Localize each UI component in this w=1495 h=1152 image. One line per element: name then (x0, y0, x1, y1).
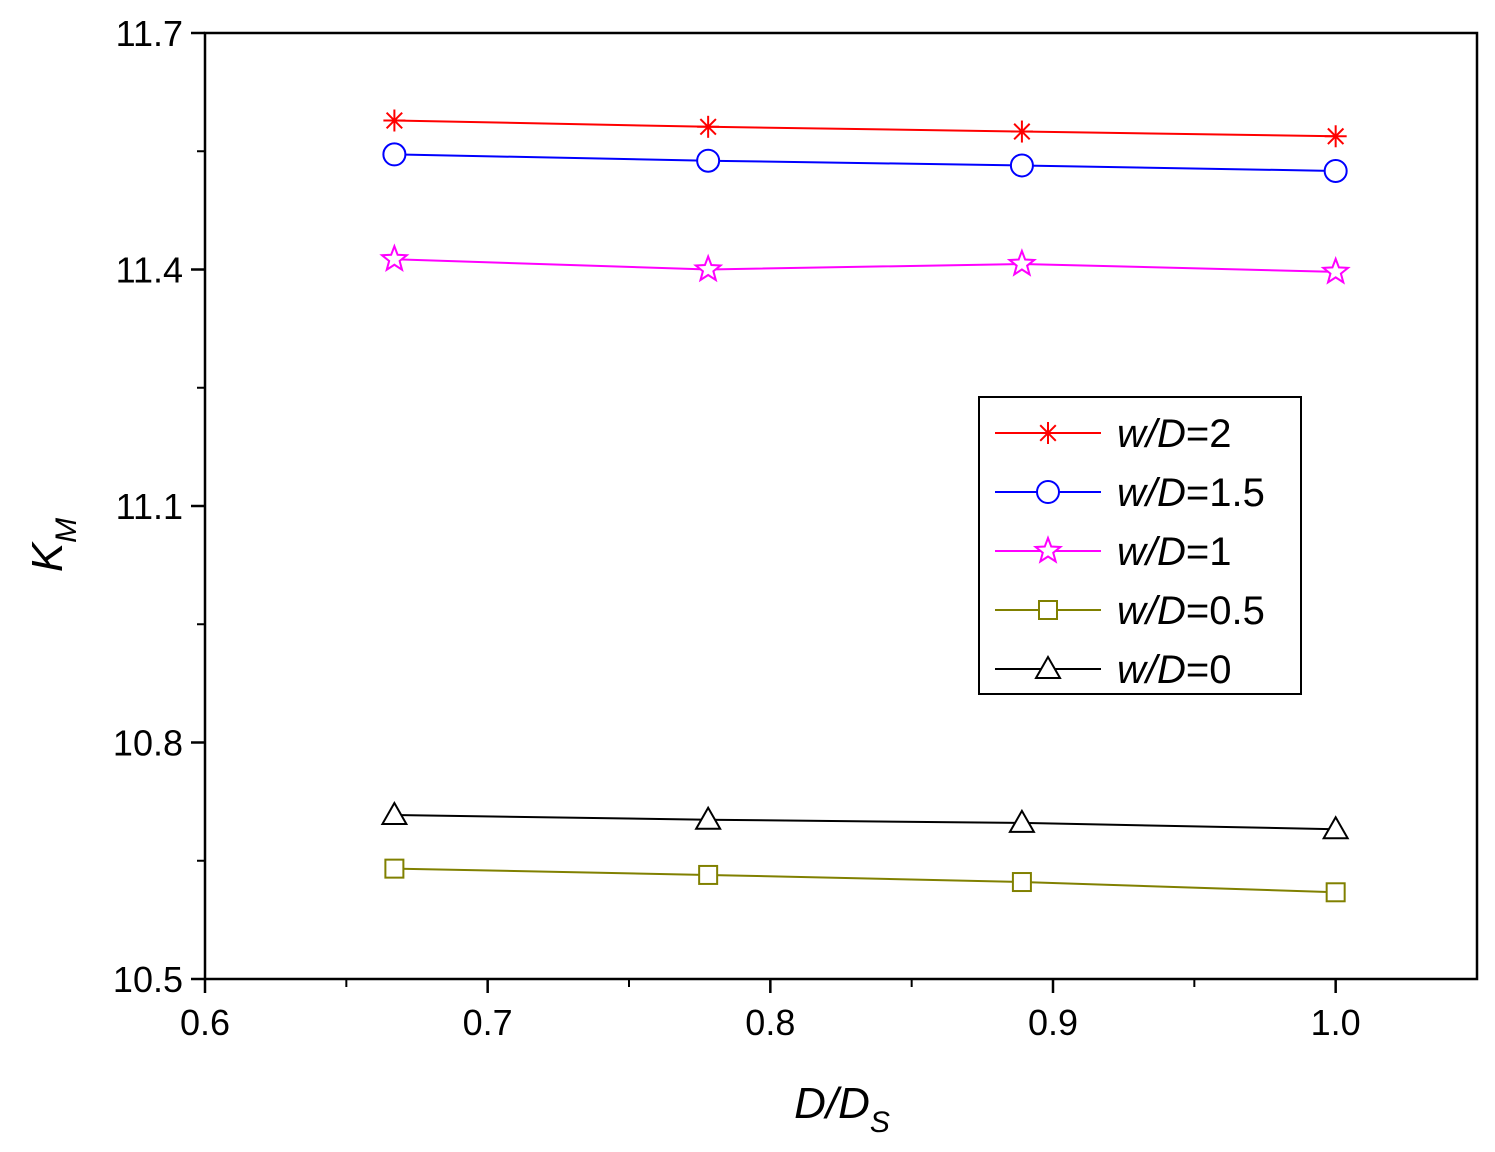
data-point (380, 801, 409, 826)
data-point (693, 253, 724, 283)
series-line (394, 153, 1336, 172)
legend-item: w/D=1 (995, 530, 1232, 574)
legend-marker (1037, 422, 1059, 444)
y-axis-title: KM (23, 518, 83, 572)
legend-label: w/D=1.5 (1117, 471, 1265, 515)
legend-value: =0.5 (1186, 589, 1265, 633)
legend-value: =1.5 (1186, 471, 1265, 515)
data-point (698, 864, 719, 885)
y-tick-label: 11.7 (116, 13, 183, 54)
legend-item: w/D=2 (995, 412, 1232, 456)
legend-value: =1 (1186, 530, 1232, 574)
series-line (394, 119, 1336, 138)
data-point (384, 858, 405, 879)
legend-item: w/D=1.5 (995, 471, 1265, 515)
legend-value: =0 (1186, 648, 1232, 692)
legend-item: w/D=0 (995, 648, 1232, 692)
data-point (1010, 120, 1033, 143)
series-0 (383, 109, 1347, 148)
series-line (394, 814, 1336, 831)
legend-box (978, 396, 1302, 695)
x-tick-label: 0.8 (745, 1002, 795, 1043)
y-axis: 10.5 10.8 11.1 11.4 11.7 (113, 13, 205, 1000)
y-tick-label: 10.8 (113, 723, 183, 764)
series-2 (379, 243, 1351, 285)
legend-var: w/D (1117, 648, 1186, 692)
legend-label: w/D=2 (1117, 412, 1232, 456)
series-1 (382, 142, 1348, 183)
legend-marker (1032, 535, 1064, 564)
y-tick-label: 11.4 (116, 250, 183, 291)
data-point (1324, 125, 1347, 148)
data-point (1325, 882, 1346, 903)
legend-marker (1036, 480, 1060, 504)
data-point (696, 148, 721, 173)
data-point (382, 142, 407, 167)
y-tick-label: 11.1 (116, 486, 183, 527)
legend-var: w/D (1117, 530, 1186, 574)
legend-label: w/D=0.5 (1117, 589, 1265, 633)
series-4 (380, 801, 1350, 840)
data-point (383, 109, 406, 132)
legend-marker (1034, 654, 1062, 679)
series-line (394, 258, 1336, 273)
legend-var: w/D (1117, 471, 1186, 515)
x-tick-label: 1.0 (1311, 1002, 1361, 1043)
data-point (1008, 808, 1036, 833)
legend-var: w/D (1117, 589, 1186, 633)
x-tick-label: 0.6 (180, 1002, 230, 1043)
legend-label: w/D=1 (1117, 530, 1232, 574)
legend-value: =2 (1186, 412, 1232, 456)
legend-item: w/D=0.5 (995, 589, 1265, 633)
legend-marker (1038, 600, 1058, 620)
data-point (697, 115, 720, 138)
data-point (1323, 158, 1348, 183)
x-tick-label: 0.9 (1028, 1002, 1078, 1043)
data-point (1321, 815, 1350, 840)
data-point (1011, 872, 1032, 893)
data-point (379, 243, 410, 273)
x-axis-title: D/DS (794, 1079, 890, 1139)
x-axis: 0.6 0.7 0.8 0.9 1.0 (180, 979, 1361, 1043)
legend-var: w/D (1117, 412, 1186, 456)
series-layer (379, 109, 1351, 903)
series-line (394, 867, 1336, 894)
series-3 (384, 858, 1346, 903)
legend-label: w/D=0 (1117, 648, 1232, 692)
data-point (1320, 256, 1351, 285)
legend: w/D=2w/D=1.5w/D=1w/D=0.5w/D=0 (978, 396, 1302, 695)
y-tick-label: 10.5 (113, 959, 183, 1000)
x-tick-label: 0.7 (463, 1002, 513, 1043)
data-point (1009, 153, 1034, 178)
data-point (1006, 248, 1037, 277)
data-point (694, 805, 722, 830)
